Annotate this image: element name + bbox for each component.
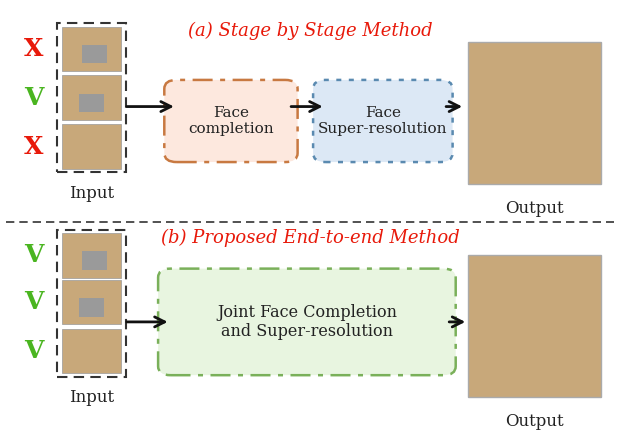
Text: (a) Stage by Stage Method: (a) Stage by Stage Method bbox=[188, 22, 432, 40]
FancyBboxPatch shape bbox=[164, 80, 298, 162]
Text: Input: Input bbox=[69, 389, 114, 406]
FancyBboxPatch shape bbox=[62, 233, 121, 278]
Text: X: X bbox=[24, 37, 44, 61]
Text: V: V bbox=[24, 339, 44, 363]
FancyBboxPatch shape bbox=[468, 255, 601, 397]
FancyBboxPatch shape bbox=[82, 45, 107, 63]
Text: Face
Super-resolution: Face Super-resolution bbox=[318, 106, 448, 136]
FancyBboxPatch shape bbox=[313, 80, 453, 162]
Text: Output: Output bbox=[505, 200, 564, 217]
FancyBboxPatch shape bbox=[82, 251, 107, 270]
Text: Input: Input bbox=[69, 185, 114, 202]
FancyBboxPatch shape bbox=[62, 124, 121, 169]
FancyBboxPatch shape bbox=[468, 42, 601, 184]
Text: V: V bbox=[24, 243, 44, 267]
Text: (b) Proposed End-to-end Method: (b) Proposed End-to-end Method bbox=[161, 228, 459, 247]
FancyBboxPatch shape bbox=[79, 298, 104, 317]
FancyBboxPatch shape bbox=[62, 329, 121, 373]
FancyBboxPatch shape bbox=[62, 280, 121, 324]
FancyBboxPatch shape bbox=[79, 94, 104, 112]
Text: Output: Output bbox=[505, 413, 564, 430]
Text: Joint Face Completion
and Super-resolution: Joint Face Completion and Super-resoluti… bbox=[217, 304, 397, 340]
Text: Face
completion: Face completion bbox=[188, 106, 274, 136]
Text: V: V bbox=[24, 86, 44, 110]
FancyBboxPatch shape bbox=[158, 269, 456, 375]
FancyBboxPatch shape bbox=[62, 27, 121, 71]
FancyBboxPatch shape bbox=[62, 75, 121, 120]
Text: X: X bbox=[24, 135, 44, 159]
Text: V: V bbox=[24, 290, 44, 314]
